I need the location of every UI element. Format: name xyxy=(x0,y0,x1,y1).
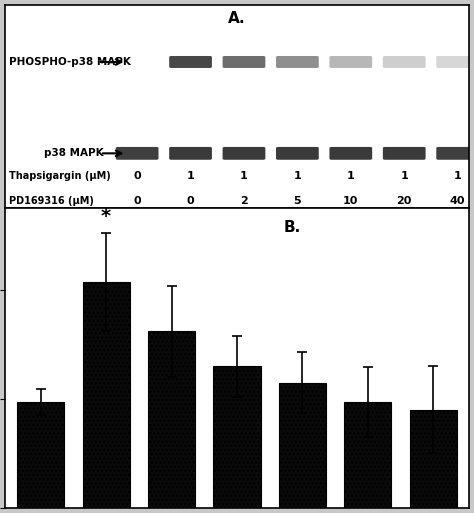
Text: 0: 0 xyxy=(133,196,141,206)
FancyBboxPatch shape xyxy=(383,147,426,160)
Text: 1: 1 xyxy=(293,171,301,181)
Bar xyxy=(82,282,130,508)
Text: 40: 40 xyxy=(450,196,465,206)
Bar xyxy=(344,402,392,508)
Text: A.: A. xyxy=(228,11,246,26)
Text: 0: 0 xyxy=(133,171,141,181)
FancyBboxPatch shape xyxy=(436,147,474,160)
Text: PHOSPHO-p38 MAPK: PHOSPHO-p38 MAPK xyxy=(9,57,131,67)
FancyBboxPatch shape xyxy=(276,147,319,160)
Text: B.: B. xyxy=(283,220,301,235)
Text: *: * xyxy=(101,207,111,226)
Text: 10: 10 xyxy=(343,196,358,206)
Text: 1: 1 xyxy=(347,171,355,181)
Bar xyxy=(213,366,261,508)
Text: 2: 2 xyxy=(240,196,248,206)
FancyBboxPatch shape xyxy=(383,56,426,68)
Bar xyxy=(410,410,457,508)
FancyBboxPatch shape xyxy=(169,56,212,68)
FancyBboxPatch shape xyxy=(436,56,474,68)
FancyBboxPatch shape xyxy=(276,56,319,68)
Text: 1: 1 xyxy=(454,171,462,181)
Text: 1: 1 xyxy=(240,171,248,181)
Text: 1: 1 xyxy=(401,171,408,181)
FancyBboxPatch shape xyxy=(223,56,265,68)
FancyBboxPatch shape xyxy=(223,147,265,160)
FancyBboxPatch shape xyxy=(116,147,158,160)
FancyBboxPatch shape xyxy=(169,147,212,160)
Text: p38 MAPK: p38 MAPK xyxy=(44,148,104,158)
Text: 20: 20 xyxy=(397,196,412,206)
Text: Thapsigargin (μM): Thapsigargin (μM) xyxy=(9,171,111,181)
Bar xyxy=(279,383,326,508)
Text: PD169316 (μM): PD169316 (μM) xyxy=(9,196,94,206)
FancyBboxPatch shape xyxy=(329,147,372,160)
FancyBboxPatch shape xyxy=(329,56,372,68)
Text: 0: 0 xyxy=(187,196,194,206)
Text: 1: 1 xyxy=(187,171,194,181)
Bar xyxy=(148,331,195,508)
Text: 5: 5 xyxy=(293,196,301,206)
Bar xyxy=(17,402,64,508)
